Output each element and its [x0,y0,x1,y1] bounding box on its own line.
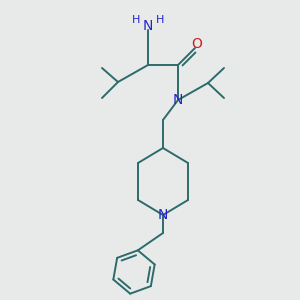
Text: N: N [173,93,183,107]
Text: H: H [156,15,164,25]
Text: N: N [158,208,168,222]
Text: N: N [143,19,153,33]
Text: H: H [132,15,140,25]
Text: O: O [192,37,203,51]
